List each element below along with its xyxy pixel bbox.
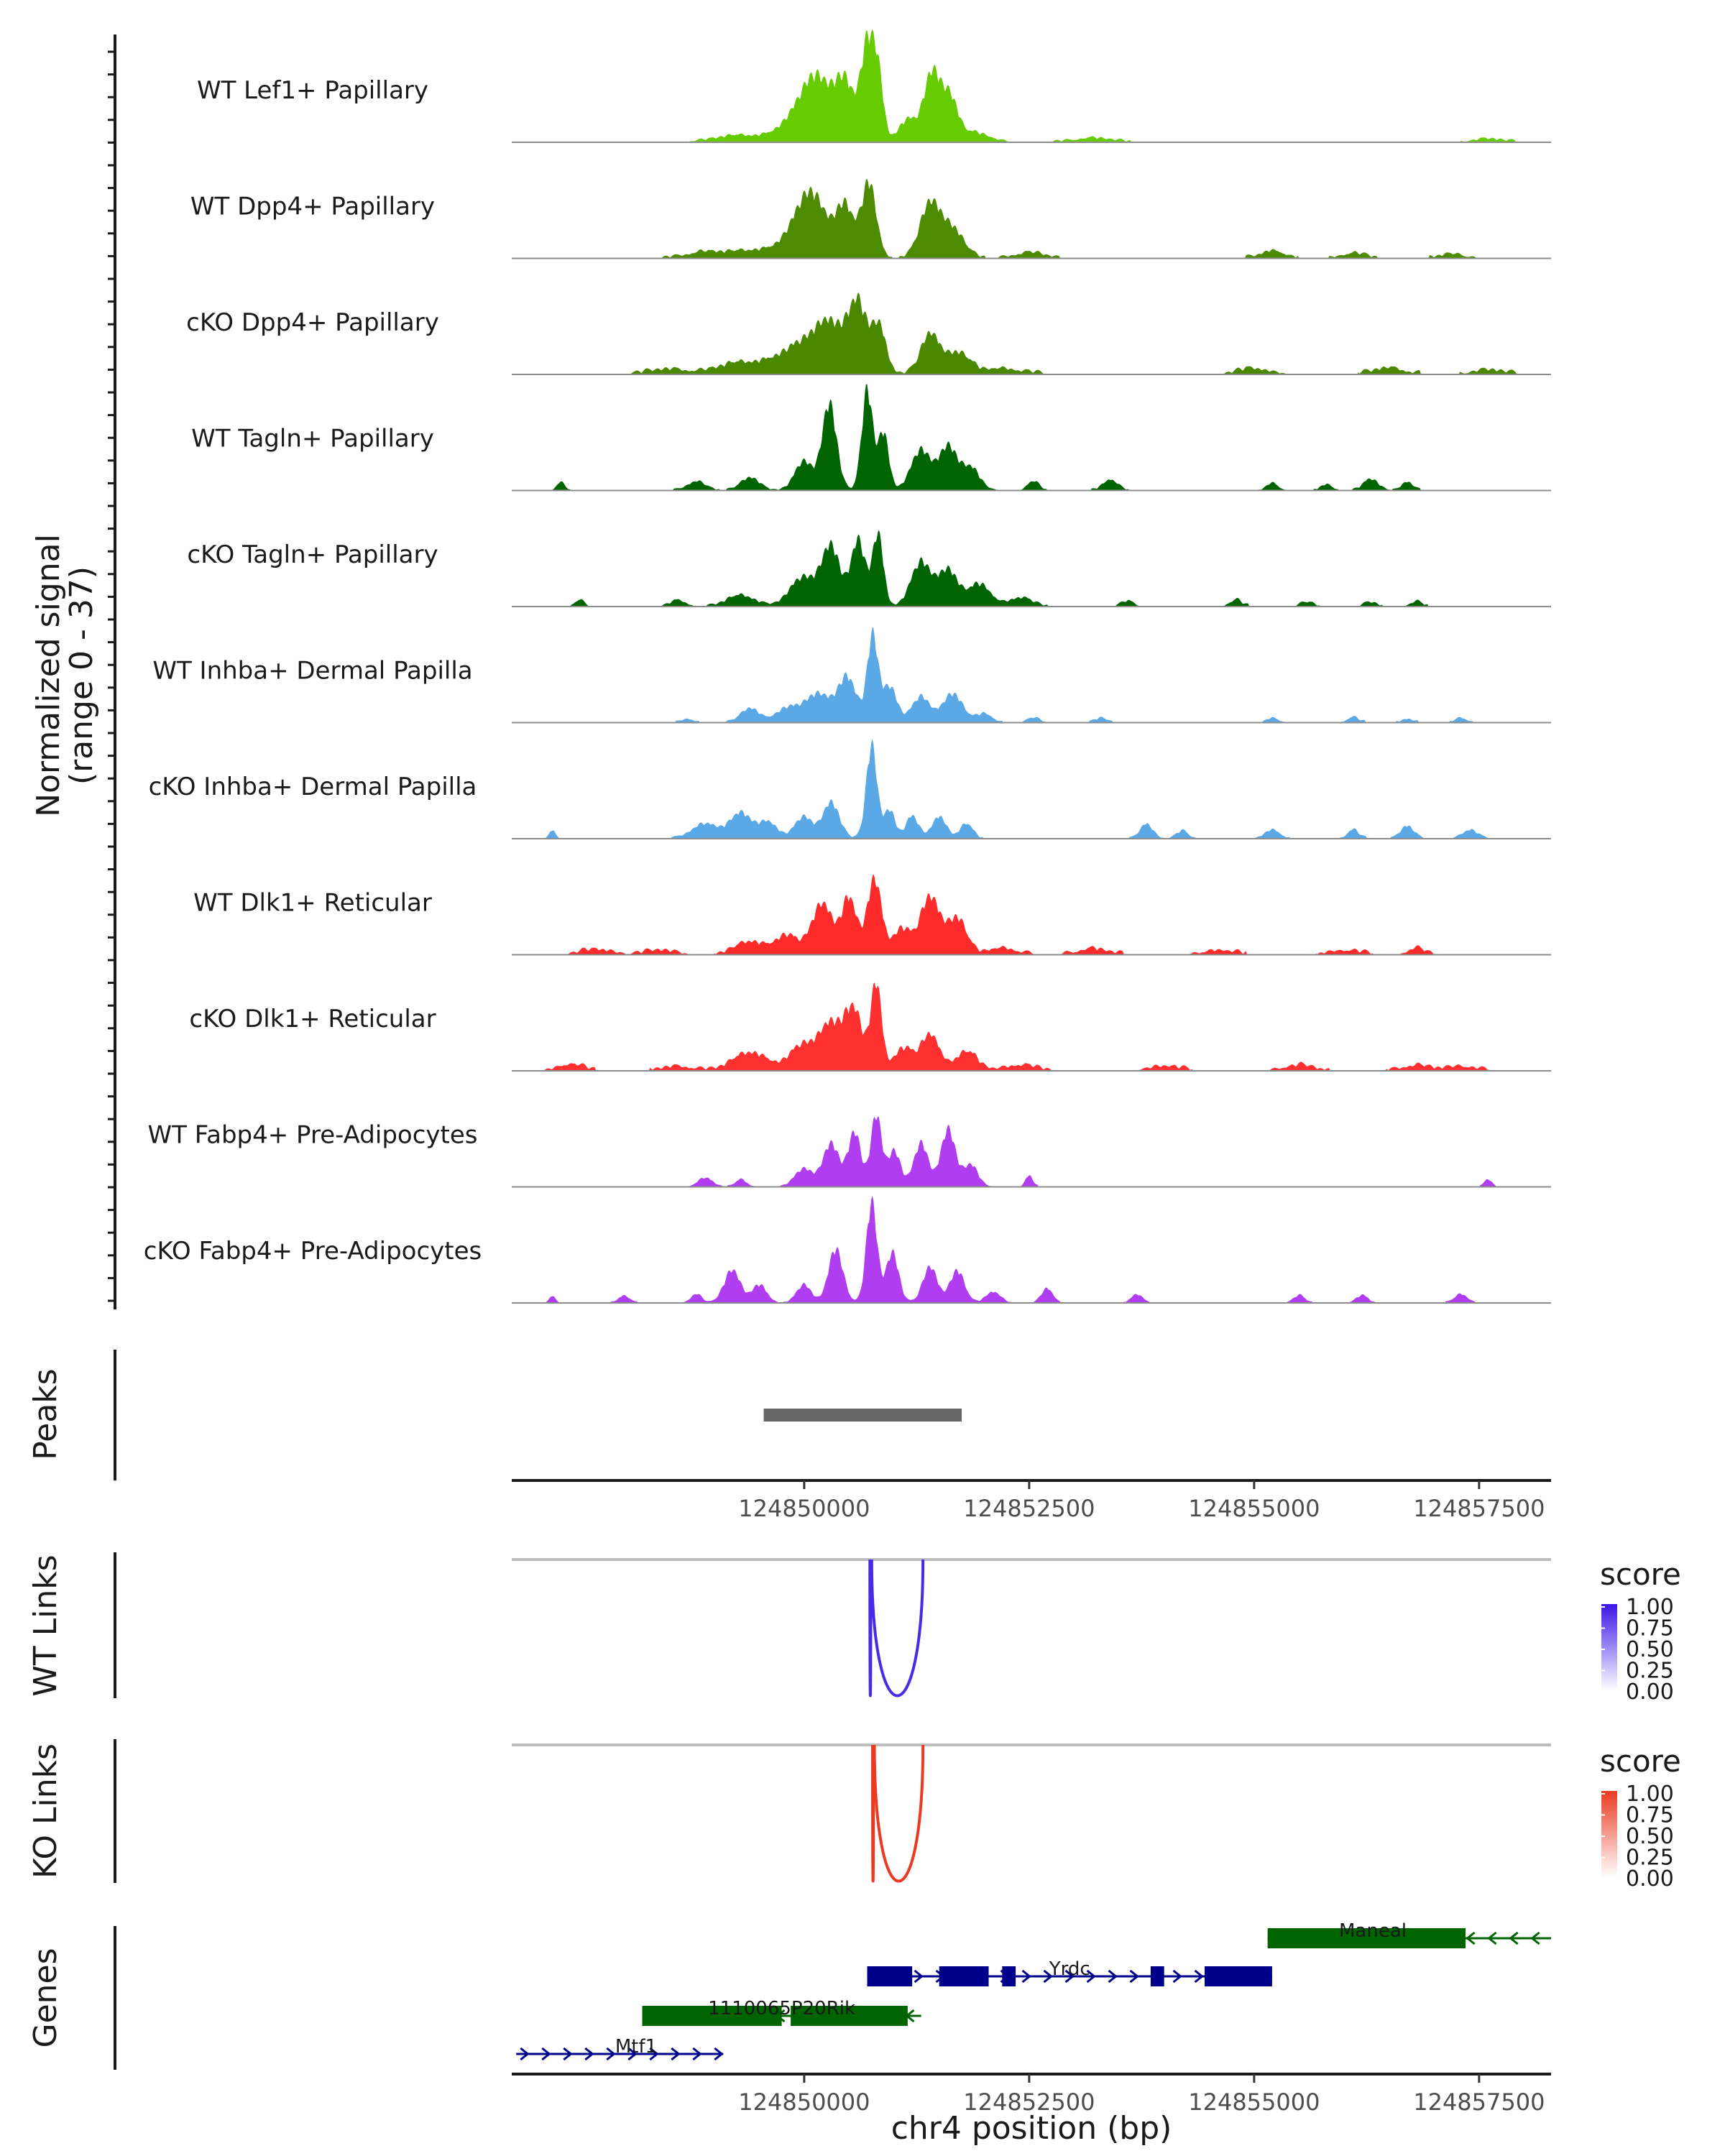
x-axis-ticks-bottom: 124850000 124852500 124855000 124857500 xyxy=(738,2074,1545,2116)
wt-links-panel xyxy=(868,1559,925,1697)
gene-maneal-strand-arrow xyxy=(1530,1931,1540,1945)
wt-score-legend: score 1.000.750.500.250.00 xyxy=(1600,1557,1681,1705)
gene-yrdc-strand-arrow xyxy=(1172,1969,1182,1984)
coverage-track-8-label: WT Dlk1+ Reticular xyxy=(193,889,432,918)
legend-tick-label: 0.25 xyxy=(1626,1846,1674,1871)
ko-score-legend: score 1.000.750.500.250.00 xyxy=(1600,1743,1681,1892)
genes-label: Genes xyxy=(27,1948,64,2047)
coverage-track-5-label: cKO Tagln+ Papillary xyxy=(187,540,438,569)
peaks-panel xyxy=(763,1409,962,1422)
x-axis-title: chr4 position (bp) xyxy=(891,2110,1172,2147)
coverage-ylabel-line1: Normalized signal xyxy=(30,534,67,817)
coverage-y-ticks xyxy=(108,50,115,1302)
ko-legend-title: score xyxy=(1600,1743,1681,1779)
gene-mtf1-label: Mtf1 xyxy=(615,2036,657,2058)
gene-mtf1-strand-arrow xyxy=(692,2047,702,2061)
gene-yrdc-strand-arrow xyxy=(1108,1969,1118,1984)
wt-links-label: WT Links xyxy=(27,1554,64,1696)
gene-yrdc-exon xyxy=(1002,1966,1016,1986)
coverage-ylabel-line2: (range 0 - 37) xyxy=(63,566,100,785)
coverage-track-3-label: cKO Dpp4+ Papillary xyxy=(186,308,439,337)
gene-yrdc-exon xyxy=(1150,1966,1164,1986)
legend-tick-label: 1.00 xyxy=(1626,1782,1674,1807)
gene-mtf1-strand-arrow xyxy=(649,2047,659,2061)
gene-maneal-strand-arrow xyxy=(1509,1931,1519,1945)
gene-1110065p20rik-exon xyxy=(791,2006,908,2026)
coverage-track-4-label: WT Tagln+ Papillary xyxy=(191,425,434,453)
gene-maneal-label: Maneal xyxy=(1339,1920,1407,1942)
peaks-label: Peaks xyxy=(27,1368,64,1460)
x-tick-label: 124857500 xyxy=(1413,1495,1545,1522)
gene-mtf1-strand-arrow xyxy=(541,2047,551,2061)
ko-links-panel xyxy=(871,1744,925,1883)
x-tick-label: 124857500 xyxy=(1413,2088,1545,2116)
gene-maneal-strand-arrow xyxy=(1487,1931,1497,1945)
gene-yrdc-strand-arrow xyxy=(1021,1969,1031,1984)
gene-yrdc-strand-arrow xyxy=(1129,1969,1139,1984)
legend-tick-label: 0.00 xyxy=(1626,1680,1674,1705)
coverage-track-7-label: cKO Inhba+ Dermal Papilla xyxy=(149,773,477,801)
ko-links-label: KO Links xyxy=(27,1743,64,1879)
coverage-track-11-label: cKO Fabp4+ Pre-Adipocytes xyxy=(144,1237,482,1266)
gene-yrdc-exon xyxy=(867,1966,913,1986)
peak-region xyxy=(763,1409,962,1422)
coverage-panel: WT Lef1+ Papillary WT Dpp4+ Papillary cKO … xyxy=(144,29,1551,1304)
coverage-track-9-label: cKO Dlk1+ Reticular xyxy=(189,1005,436,1033)
wt-legend-title: score xyxy=(1600,1557,1681,1592)
legend-tick-label: 0.75 xyxy=(1626,1803,1674,1828)
x-tick-label: 124855000 xyxy=(1188,2088,1320,2116)
gene-yrdc-exon xyxy=(1205,1966,1272,1986)
x-tick-label: 124850000 xyxy=(738,1495,870,1522)
x-tick-label: 124852500 xyxy=(963,2088,1095,2116)
legend-tick-label: 0.25 xyxy=(1626,1659,1674,1684)
ko-legend-colorbar xyxy=(1601,1791,1617,1877)
gene-mtf1-strand-arrow xyxy=(714,2047,724,2061)
genes-panel: Maneal Yrdc 1110065P20Rik Mtf1 xyxy=(516,1920,1551,2061)
gene-yrdc-strand-arrow xyxy=(1043,1969,1053,1984)
coverage-track-2-label: WT Dpp4+ Papillary xyxy=(190,193,435,221)
wt-legend-colorbar xyxy=(1601,1604,1617,1690)
link-arc xyxy=(873,1744,925,1883)
gene-1110065p20rik-exon xyxy=(642,2006,782,2026)
gene-maneal-exon xyxy=(1267,1928,1466,1948)
gene-yrdc-strand-arrow xyxy=(1064,1969,1075,1984)
gene-mtf1-strand-arrow xyxy=(520,2047,530,2061)
gene-yrdc-label: Yrdc xyxy=(1049,1958,1090,1980)
legend-tick-label: 0.50 xyxy=(1626,1824,1674,1849)
x-axis-ticks-top: 124850000 124852500 124855000 124857500 xyxy=(738,1480,1545,1522)
gene-yrdc-exon xyxy=(939,1966,989,1986)
gene-yrdc-strand-arrow xyxy=(1194,1969,1204,1984)
coverage-track-10-label: WT Fabp4+ Pre-Adipocytes xyxy=(148,1121,478,1150)
gene-mtf1-strand-arrow xyxy=(584,2047,594,2061)
legend-tick-label: 0.50 xyxy=(1626,1637,1674,1662)
legend-tick-label: 0.75 xyxy=(1626,1616,1674,1641)
gene-maneal-strand-arrow xyxy=(1466,1931,1476,1945)
gene-mtf1-strand-arrow xyxy=(671,2047,681,2061)
gene-yrdc-strand-arrow xyxy=(914,1969,924,1984)
gene-1110065p20rik-label: 1110065P20Rik xyxy=(708,1998,855,2019)
coverage-track-6-label: WT Inhba+ Dermal Papilla xyxy=(152,657,472,686)
link-arc xyxy=(870,1559,925,1697)
gene-mtf1-strand-arrow xyxy=(627,2047,638,2061)
gene-yrdc-strand-arrow xyxy=(1086,1969,1096,1984)
legend-tick-label: 0.00 xyxy=(1626,1866,1674,1892)
legend-tick-label: 1.00 xyxy=(1626,1595,1674,1620)
x-tick-label: 124855000 xyxy=(1188,1495,1320,1522)
gene-mtf1-strand-arrow xyxy=(563,2047,573,2061)
x-tick-label: 124852500 xyxy=(963,1495,1095,1522)
gene-mtf1-strand-arrow xyxy=(606,2047,616,2061)
coverage-track-1-label: WT Lef1+ Papillary xyxy=(197,76,428,105)
x-tick-label: 124850000 xyxy=(738,2088,870,2116)
